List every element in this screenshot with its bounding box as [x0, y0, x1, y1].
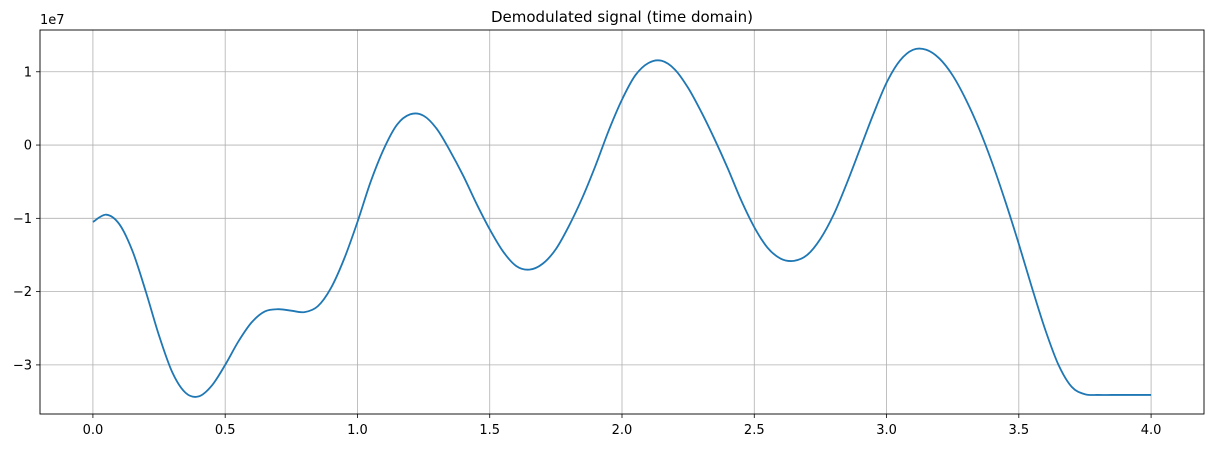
chart-title: Demodulated signal (time domain) — [491, 8, 753, 26]
x-tick-label: 0.5 — [215, 423, 236, 438]
x-tick-label: 2.0 — [612, 423, 633, 438]
x-tick-label: 1.0 — [347, 423, 368, 438]
y-tick-label: 0 — [24, 139, 32, 154]
x-tick-label: 3.5 — [1008, 423, 1029, 438]
x-tick-label: 1.5 — [479, 423, 500, 438]
series-line — [92, 47, 1152, 398]
series-layer — [92, 47, 1152, 398]
x-tick-label: 0.0 — [83, 423, 104, 438]
x-tick-label: 2.5 — [744, 423, 765, 438]
y-tick-label: −3 — [13, 358, 32, 373]
y-axis-ticks: −3 −2 −1 0 1 — [13, 65, 40, 373]
y-tick-label: −2 — [13, 285, 32, 300]
y-offset-label: 1e7 — [40, 13, 65, 28]
grid — [40, 30, 1204, 414]
y-tick-label: 1 — [24, 65, 32, 80]
x-tick-label: 4.0 — [1141, 423, 1162, 438]
y-tick-label: −1 — [13, 212, 32, 227]
x-tick-label: 3.0 — [876, 423, 897, 438]
x-axis-ticks: 0.0 0.5 1.0 1.5 2.0 2.5 3.0 3.5 4.0 — [83, 414, 1162, 438]
